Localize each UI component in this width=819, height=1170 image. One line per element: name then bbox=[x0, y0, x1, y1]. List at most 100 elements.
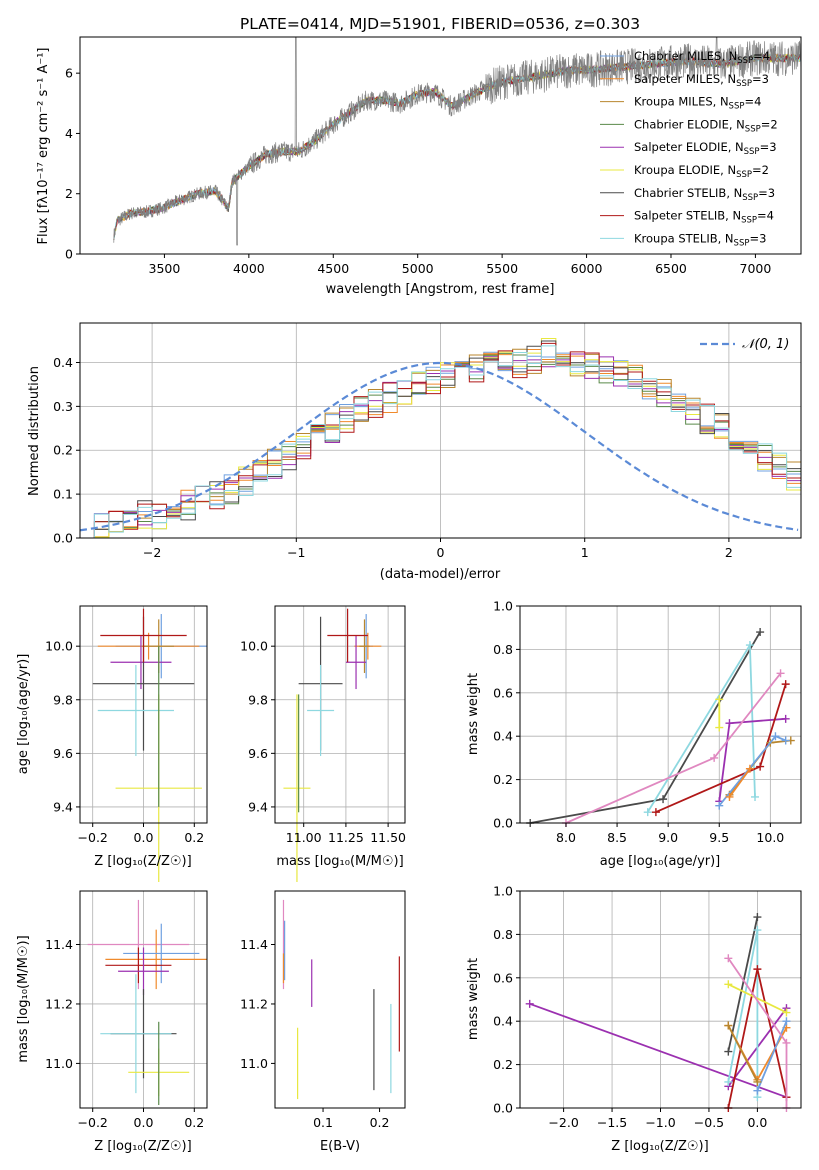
spectrum-lines bbox=[113, 36, 802, 246]
z-mass-panel: −0.2 0.0 0.2 11.0 11.2 11.4 Z [log₁₀(Z/Z☉)] m… bbox=[16, 890, 208, 1154]
z-age-ticks: −0.2 0.0 0.2 9.4 9.6 9.8 10.0 bbox=[45, 639, 204, 845]
residual-histogram bbox=[80, 342, 801, 539]
weight-marker bbox=[745, 764, 754, 773]
y-tick-label: 11.0 bbox=[45, 1056, 73, 1071]
y-tick-label: 9.6 bbox=[53, 746, 73, 761]
z-age-panel: −0.2 0.0 0.29.49.69.810.0 Z [log₁₀(Z/Z☉)] … bbox=[16, 605, 208, 882]
x-tick-label: 0 bbox=[437, 545, 445, 560]
y-tick-label: 0.8 bbox=[493, 642, 513, 657]
weight-marker bbox=[781, 736, 790, 745]
z-age-points bbox=[92, 608, 207, 882]
x-tick-label: 2 bbox=[725, 545, 733, 560]
y-tick-label: 9.4 bbox=[53, 799, 73, 814]
weight-marker bbox=[724, 954, 733, 963]
mass-age-grid bbox=[275, 606, 405, 823]
y-tick-label: 11.2 bbox=[45, 996, 73, 1011]
age-weight-lines bbox=[526, 628, 795, 827]
observed-spectrum-line bbox=[113, 36, 802, 246]
y-tick-label: 9.4 bbox=[248, 799, 268, 814]
weight-line bbox=[728, 768, 751, 798]
y-tick-label: 1.0 bbox=[493, 884, 513, 899]
x-tick-label: −1.5 bbox=[597, 1115, 627, 1130]
x-tick-label: 0.2 bbox=[184, 1115, 204, 1130]
legend-entry: Kroupa STELIB, NSSP=3 bbox=[634, 231, 766, 248]
legend-entry: Kroupa MILES, NSSP=4 bbox=[634, 95, 761, 112]
x-tick-label: 6000 bbox=[571, 261, 603, 276]
z-mass-ylabel: mass [log₁₀(M/M☉)] bbox=[16, 935, 31, 1062]
mass-age-axes-frame bbox=[274, 605, 406, 824]
weight-marker bbox=[753, 913, 762, 922]
x-tick-label: 7000 bbox=[740, 261, 772, 276]
y-tick-label: 0.0 bbox=[53, 531, 73, 546]
spectrum-ylabel: Flux [fλ10⁻¹⁷ erg cm⁻² s⁻¹ A⁻¹] bbox=[36, 48, 51, 245]
x-tick-label: 9.5 bbox=[709, 830, 729, 845]
weight-marker bbox=[776, 669, 785, 678]
age-weight-panel: 8.0 8.5 9.0 9.5 10.0 0.0 0.2 0.4 0.6 0.8 1.0 age [… bbox=[466, 599, 802, 869]
y-tick-label: 9.8 bbox=[248, 692, 268, 707]
y-tick-label: 0.6 bbox=[493, 685, 513, 700]
weight-marker bbox=[751, 792, 760, 801]
residuals-ylabel: Normed distribution bbox=[27, 366, 42, 496]
x-tick-label: −1.0 bbox=[645, 1115, 675, 1130]
x-tick-label: 0.2 bbox=[184, 830, 204, 845]
weight-marker bbox=[753, 1077, 762, 1086]
weight-marker bbox=[782, 1008, 791, 1017]
z-weight-ticks: −2.0 −1.5 −1.0 −0.5 0.0 0.0 0.2 0.4 0.6 0.8 1.0 bbox=[493, 884, 767, 1131]
x-tick-label: −0.5 bbox=[694, 1115, 724, 1130]
weight-line bbox=[727, 1025, 759, 1083]
normal-curve bbox=[79, 361, 799, 532]
z-mass-xlabel: Z [log₁₀(Z/Z☉)] bbox=[94, 1139, 191, 1154]
x-tick-label: 5500 bbox=[486, 261, 518, 276]
spectrum-xlabel: wavelength [Angstrom, rest frame] bbox=[326, 282, 555, 297]
x-tick-label: 0.0 bbox=[134, 1115, 154, 1130]
weight-marker bbox=[782, 1038, 791, 1047]
y-tick-label: 0.6 bbox=[493, 970, 513, 985]
x-tick-label: 4000 bbox=[233, 261, 265, 276]
spectrum-legend: Chabrier MILES, NSSP=4 Salpeter MILES, NS… bbox=[600, 49, 778, 248]
weight-marker bbox=[710, 753, 719, 762]
weight-marker bbox=[781, 714, 790, 723]
spectrum-title: PLATE=0414, MJD=51901, FIBERID=0536, z=0… bbox=[240, 15, 640, 33]
mass-age-xlabel: mass [log₁₀(M/M☉)] bbox=[276, 854, 403, 869]
weight-marker bbox=[715, 801, 724, 810]
y-tick-label: 6 bbox=[65, 66, 73, 81]
y-tick-label: 9.8 bbox=[53, 692, 73, 707]
x-tick-label: 10.0 bbox=[756, 830, 784, 845]
y-tick-label: 0.4 bbox=[493, 1014, 513, 1029]
legend-entry: Salpeter ELODIE, NSSP=3 bbox=[634, 140, 777, 157]
y-tick-label: 0.2 bbox=[493, 1057, 513, 1072]
z-weight-ylabel: mass weight bbox=[466, 958, 481, 1040]
weight-marker bbox=[753, 1086, 762, 1095]
z-weight-panel: −2.0 −1.5 −1.0 −0.5 0.0 0.0 0.2 0.4 0.6 0.8 1.0 Z … bbox=[466, 884, 802, 1154]
residuals-histograms bbox=[80, 338, 801, 539]
z-weight-lines bbox=[525, 913, 791, 1112]
weight-marker bbox=[782, 1017, 791, 1026]
x-tick-label: 0.2 bbox=[370, 1115, 390, 1130]
mass-age-points bbox=[283, 608, 382, 882]
age-weight-ticks: 8.0 8.5 9.0 9.5 10.0 0.0 0.2 0.4 0.6 0.8 1.0 bbox=[493, 599, 784, 846]
ebv-mass-xlabel: E(B-V) bbox=[320, 1139, 360, 1154]
y-tick-label: 0.8 bbox=[493, 927, 513, 942]
x-tick-label: −0.2 bbox=[78, 830, 108, 845]
spectrum-axes-frame bbox=[79, 36, 802, 255]
x-tick-label: 3500 bbox=[149, 261, 181, 276]
y-tick-label: 0.0 bbox=[493, 1101, 513, 1116]
legend-entry: Chabrier STELIB, NSSP=3 bbox=[634, 186, 775, 203]
weight-marker bbox=[724, 980, 733, 989]
weight-marker bbox=[756, 762, 765, 771]
z-age-xlabel: Z [log₁₀(Z/Z☉)] bbox=[94, 854, 191, 869]
x-tick-label: 4500 bbox=[317, 261, 349, 276]
weight-marker bbox=[659, 795, 668, 804]
y-tick-label: 1.0 bbox=[493, 599, 513, 614]
x-tick-label: −0.2 bbox=[78, 1115, 108, 1130]
x-tick-label: −1 bbox=[287, 545, 305, 560]
y-tick-label: 0 bbox=[65, 247, 73, 262]
weight-marker bbox=[525, 999, 534, 1008]
mass-age-panel: 11.00 11.25 11.50 9.4 9.6 9.8 10.0 mass [log₁₀… bbox=[240, 605, 406, 882]
weight-line bbox=[727, 983, 787, 1014]
residuals-panel: −2 −1 0 1 2 0.0 0.1 0.2 0.3 0.4 𝒩(0, 1) (data-mod… bbox=[27, 322, 802, 582]
weight-marker bbox=[725, 719, 734, 728]
x-tick-label: 11.50 bbox=[370, 830, 406, 845]
weight-marker bbox=[781, 680, 790, 689]
y-tick-label: 4 bbox=[65, 126, 73, 141]
